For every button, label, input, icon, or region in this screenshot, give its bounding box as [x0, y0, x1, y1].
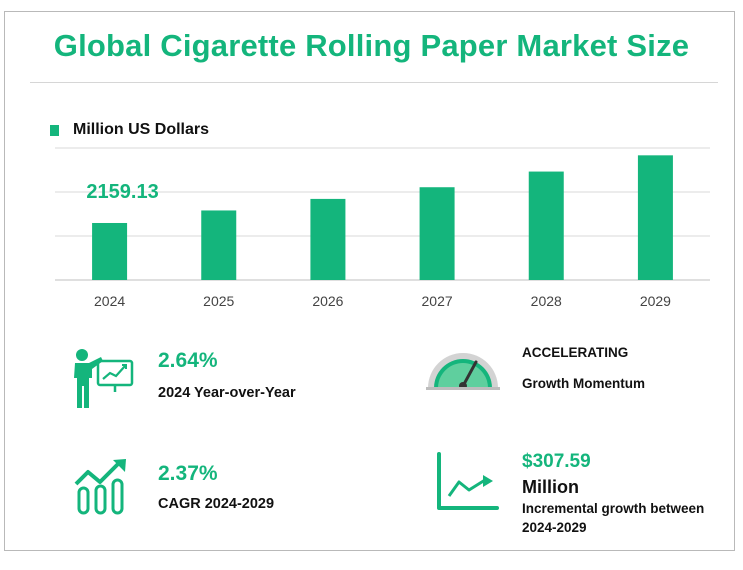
x-tick-label-2024: 2024 — [94, 293, 125, 309]
chart-legend: Million US Dollars — [50, 121, 209, 139]
bar-2025 — [201, 210, 237, 280]
incremental-value: $307.59 — [522, 451, 591, 472]
speedometer-icon — [426, 353, 500, 390]
x-tick-label-2029: 2029 — [640, 293, 671, 309]
incremental-label-line1: Incremental growth between — [522, 501, 705, 516]
x-tick-label-2025: 2025 — [203, 293, 234, 309]
momentum-value: ACCELERATING — [522, 345, 629, 360]
x-tick-label-2027: 2027 — [422, 293, 453, 309]
bar-2027 — [419, 187, 455, 280]
bar-2026 — [310, 198, 346, 280]
x-tick-label-2028: 2028 — [531, 293, 562, 309]
x-tick-label-2026: 2026 — [312, 293, 343, 309]
yoy-label: 2024 Year-over-Year — [158, 385, 296, 401]
cagr-value: 2.37% — [158, 462, 218, 485]
page-title: Global Cigarette Rolling Paper Market Si… — [53, 28, 690, 63]
presenter-chart-icon — [74, 349, 134, 408]
incremental-unit: Million — [522, 477, 579, 497]
line-chart-arrow-icon — [437, 452, 499, 510]
legend-swatch — [50, 124, 59, 136]
data-label-2024: 2159.13 — [86, 181, 158, 203]
legend-label: Million US Dollars — [73, 121, 210, 138]
bar-2024 — [92, 222, 128, 280]
bar-2029 — [637, 155, 673, 280]
momentum-label: Growth Momentum — [522, 376, 645, 391]
cagr-label: CAGR 2024-2029 — [158, 496, 275, 512]
incremental-label-line2: 2024-2029 — [522, 520, 587, 535]
growth-bars-arrow-icon — [74, 459, 126, 515]
bar-2028 — [528, 171, 564, 280]
title-divider — [30, 82, 718, 83]
yoy-value: 2.64% — [158, 349, 218, 372]
